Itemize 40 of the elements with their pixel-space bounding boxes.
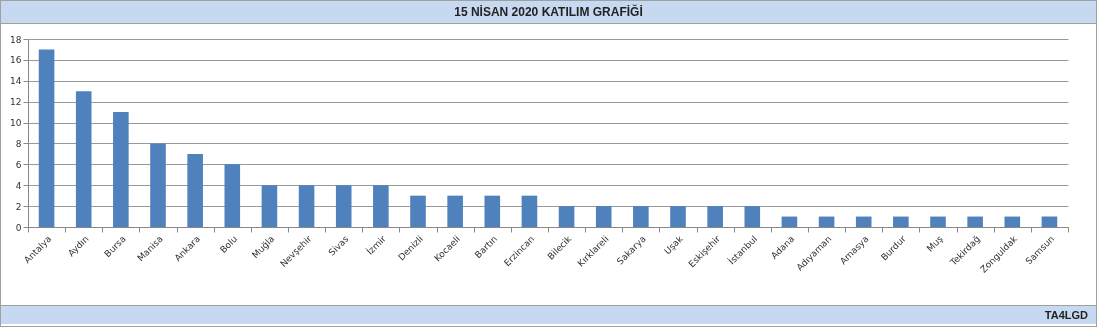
bar	[521, 195, 538, 227]
chart-title: 15 NİSAN 2020 KATILIM GRAFİĞİ	[1, 1, 1096, 24]
text: TA4LGD	[1, 305, 1096, 324]
bar	[1004, 216, 1021, 227]
bar	[781, 216, 798, 227]
bar	[1041, 216, 1058, 227]
bar	[558, 206, 575, 227]
bar	[150, 143, 166, 227]
bar	[410, 195, 426, 227]
y-tick-label: 4	[15, 180, 22, 191]
y-tick-label: 10	[10, 118, 22, 129]
y-tick-label: 2	[15, 201, 22, 212]
bar	[744, 206, 761, 227]
bar	[38, 49, 55, 227]
y-tick-label: 18	[10, 34, 22, 45]
bar	[930, 216, 946, 227]
y-tick-label: 0	[15, 222, 22, 233]
bar	[224, 164, 241, 227]
bar	[595, 206, 612, 227]
bar	[298, 185, 315, 227]
bar	[113, 112, 129, 227]
bar	[261, 185, 278, 227]
y-tick-label: 6	[15, 159, 22, 170]
bar	[447, 195, 463, 227]
bar	[707, 206, 723, 227]
bar	[893, 216, 909, 227]
bar	[484, 195, 501, 227]
bar	[373, 185, 389, 227]
bar	[187, 153, 203, 227]
y-tick-label: 12	[10, 97, 22, 108]
bar	[335, 185, 352, 227]
bar	[967, 216, 983, 227]
y-tick-label: 14	[10, 76, 22, 87]
bar	[670, 206, 686, 227]
y-tick-label: 16	[10, 55, 22, 66]
bar	[633, 206, 649, 227]
bar	[855, 216, 872, 227]
bar	[818, 216, 835, 227]
y-tick-label: 8	[15, 138, 22, 149]
bar	[75, 91, 92, 227]
